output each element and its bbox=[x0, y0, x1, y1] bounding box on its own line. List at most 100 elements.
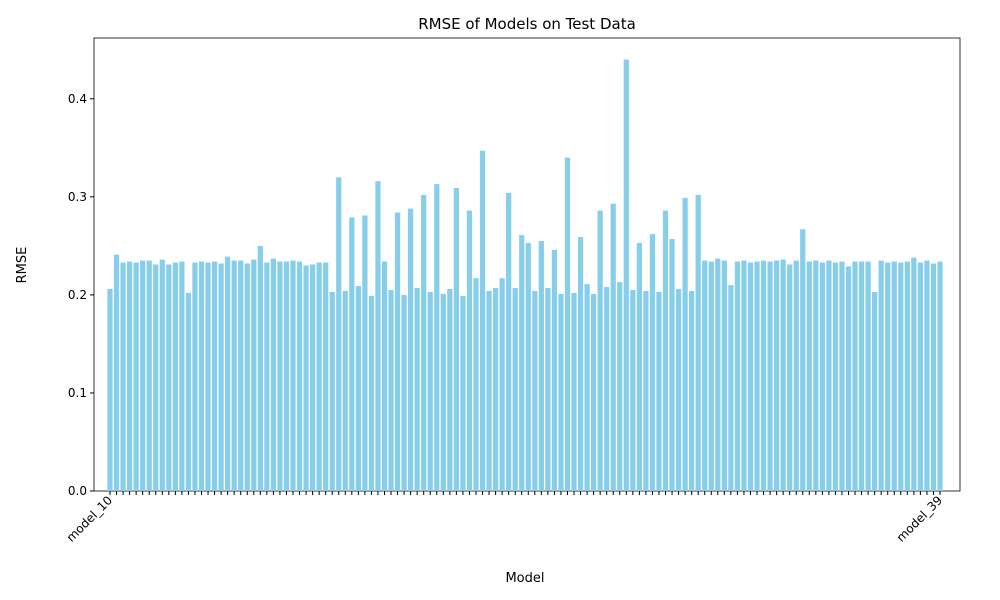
bar bbox=[885, 262, 891, 491]
bar bbox=[904, 261, 910, 491]
x-tick-label: model_10 bbox=[64, 493, 115, 544]
bar bbox=[512, 288, 518, 491]
y-tick-label: 0.3 bbox=[68, 190, 87, 204]
bar bbox=[715, 258, 721, 491]
bar bbox=[303, 265, 309, 491]
bar bbox=[107, 289, 113, 491]
bar bbox=[826, 260, 832, 491]
bar bbox=[447, 289, 453, 491]
bar bbox=[819, 262, 825, 491]
bar bbox=[133, 262, 139, 491]
y-tick-label: 0.2 bbox=[68, 288, 87, 302]
bar bbox=[558, 293, 564, 491]
bar bbox=[545, 288, 551, 491]
bar bbox=[604, 287, 610, 491]
bar bbox=[532, 290, 538, 491]
bar bbox=[316, 262, 322, 491]
bar bbox=[159, 259, 165, 491]
y-tick-label: 0.4 bbox=[68, 92, 87, 106]
bar bbox=[917, 262, 924, 491]
bar bbox=[623, 59, 629, 491]
bar bbox=[708, 261, 714, 491]
bar bbox=[787, 264, 793, 491]
y-tick-label: 0.1 bbox=[68, 386, 87, 400]
bar bbox=[911, 257, 917, 491]
bar bbox=[238, 260, 244, 491]
bar bbox=[858, 261, 865, 491]
bar bbox=[839, 261, 845, 491]
bar bbox=[277, 261, 283, 491]
bar bbox=[172, 262, 178, 491]
bar bbox=[617, 282, 623, 491]
bar bbox=[506, 192, 512, 492]
bar bbox=[649, 234, 656, 492]
bar bbox=[375, 181, 381, 492]
bar bbox=[309, 264, 316, 491]
bar bbox=[381, 261, 388, 491]
bar bbox=[832, 262, 839, 491]
bar bbox=[669, 239, 675, 491]
bar bbox=[244, 263, 250, 491]
bar bbox=[466, 210, 473, 492]
bar bbox=[610, 203, 616, 491]
bar bbox=[218, 263, 224, 491]
bar bbox=[251, 259, 257, 491]
bar bbox=[643, 290, 649, 491]
bar bbox=[800, 229, 806, 491]
bar bbox=[401, 294, 407, 491]
bar bbox=[584, 284, 590, 491]
bar bbox=[813, 260, 819, 491]
bar bbox=[257, 245, 263, 491]
bar bbox=[479, 150, 486, 491]
bar bbox=[695, 194, 701, 491]
y-axis-label: RMSE bbox=[15, 247, 30, 284]
x-tick-label: model_39 bbox=[894, 493, 945, 544]
bar bbox=[166, 264, 172, 491]
bar bbox=[231, 260, 237, 491]
x-axis-label: Model bbox=[505, 571, 544, 586]
bar bbox=[519, 235, 525, 491]
bar bbox=[662, 210, 669, 492]
bar bbox=[492, 288, 499, 491]
bar bbox=[192, 262, 198, 491]
bar bbox=[924, 260, 930, 491]
bar bbox=[689, 290, 695, 491]
bar bbox=[571, 292, 577, 491]
bar bbox=[355, 286, 361, 491]
bar bbox=[211, 261, 218, 491]
bar bbox=[270, 258, 276, 491]
bar bbox=[323, 262, 329, 491]
bar bbox=[774, 260, 780, 491]
bar bbox=[126, 261, 133, 491]
bar bbox=[760, 260, 767, 491]
bar bbox=[538, 240, 544, 491]
bar bbox=[153, 264, 159, 491]
bar bbox=[336, 177, 342, 491]
bar bbox=[499, 278, 505, 491]
bar bbox=[205, 262, 211, 491]
bar bbox=[146, 260, 152, 491]
bar bbox=[290, 260, 296, 491]
bar bbox=[525, 242, 531, 491]
bar bbox=[551, 249, 558, 491]
bar bbox=[754, 261, 760, 491]
bar bbox=[937, 261, 943, 491]
bar bbox=[806, 261, 812, 491]
bar bbox=[891, 261, 897, 491]
bar bbox=[427, 291, 433, 491]
y-tick-label: 0.0 bbox=[68, 484, 87, 498]
bar bbox=[434, 184, 440, 491]
bar bbox=[140, 260, 146, 491]
bar bbox=[630, 289, 636, 491]
bar bbox=[185, 292, 192, 491]
bar bbox=[682, 197, 688, 491]
bar bbox=[283, 261, 290, 491]
bar bbox=[747, 262, 754, 491]
bar bbox=[349, 217, 355, 491]
bar bbox=[388, 289, 394, 491]
bar bbox=[473, 278, 479, 491]
bar bbox=[767, 261, 773, 491]
bar bbox=[898, 262, 904, 491]
bar bbox=[460, 295, 466, 491]
bar bbox=[872, 291, 878, 491]
